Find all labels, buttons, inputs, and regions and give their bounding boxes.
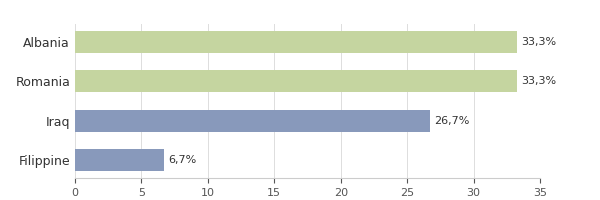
Text: 33,3%: 33,3% <box>521 37 557 47</box>
Bar <box>75 31 517 53</box>
Bar <box>75 149 164 171</box>
Bar <box>75 70 517 92</box>
Text: 6,7%: 6,7% <box>168 155 196 165</box>
Text: 33,3%: 33,3% <box>521 76 557 86</box>
Text: 26,7%: 26,7% <box>434 116 469 126</box>
Bar <box>75 110 430 132</box>
